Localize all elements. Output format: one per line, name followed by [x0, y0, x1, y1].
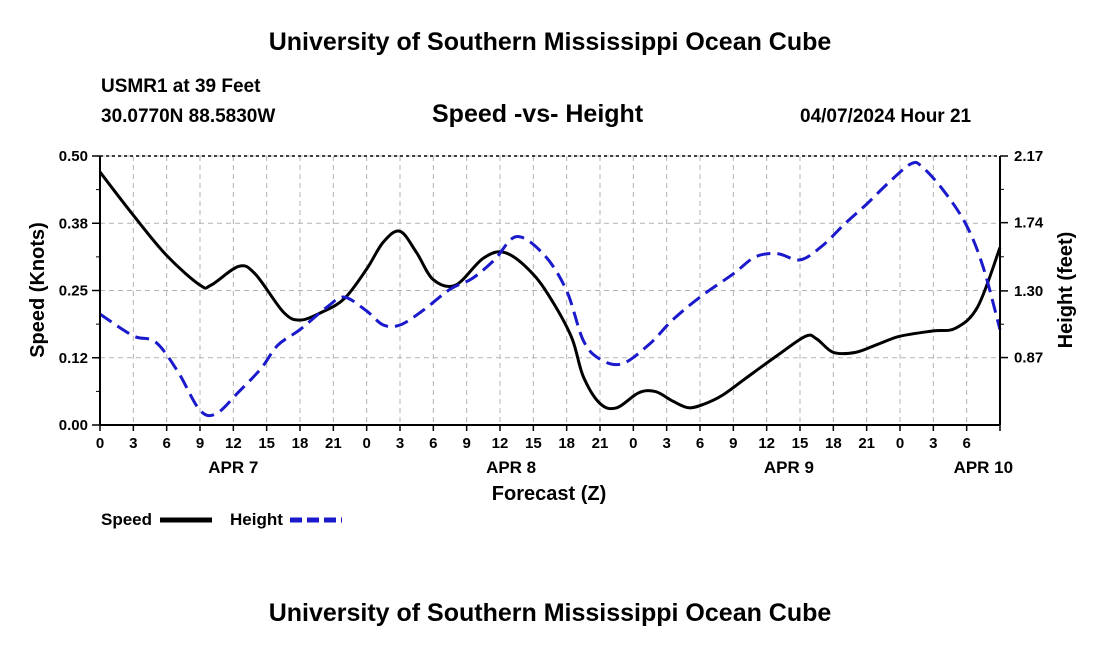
station-coordinates: 30.0770N 88.5830W	[101, 106, 276, 127]
x-tick-label: 0	[896, 435, 904, 452]
series-layer	[98, 160, 1002, 418]
y2-axis-label: Height (feet)	[1055, 232, 1077, 349]
x-tick-label: 9	[729, 435, 737, 452]
chart-title: University of Southern Mississippi Ocean…	[268, 28, 832, 56]
x-tick-label: 6	[696, 435, 704, 452]
legend: Speed Height	[101, 510, 342, 529]
station-name: USMR1 at 39 Feet	[101, 76, 261, 97]
y-tick-label: 0.25	[59, 283, 88, 300]
series-line-speed	[98, 171, 1002, 411]
x-tick-label: 0	[96, 435, 104, 452]
x-tick-label: 21	[592, 435, 609, 452]
y-tick-label: 0.00	[59, 417, 88, 434]
x-tick-label: 3	[662, 435, 670, 452]
x-tick-label: 3	[929, 435, 937, 452]
chart-subtitle: Speed -vs- Height	[432, 100, 644, 128]
x-tick-label: 18	[825, 435, 842, 452]
y2-tick-label: 1.74	[1014, 215, 1044, 232]
x-axis-label: Forecast (Z)	[492, 483, 606, 505]
x-tick-label: 21	[858, 435, 875, 452]
y-tick-label: 0.38	[59, 215, 88, 232]
y2-tick-label: 0.87	[1014, 350, 1043, 367]
axes: 0 3 6 9 12 15 18 21 0 3 6 9 12 15 18 21 0 3 6 9 12 15 18 21 0 3 6 0…	[59, 148, 1044, 477]
date-label: APR 10	[954, 458, 1014, 477]
forecast-datetime: 04/07/2024 Hour 21	[800, 106, 972, 127]
x-tick-label: 6	[962, 435, 970, 452]
y2-tick-label: 1.30	[1014, 283, 1043, 300]
x-tick-label: 15	[525, 435, 542, 452]
date-label: APR 7	[208, 458, 258, 477]
date-label: APR 8	[486, 458, 536, 477]
x-tick-label: 3	[396, 435, 404, 452]
x-tick-label: 3	[129, 435, 137, 452]
legend-height-label: Height	[230, 510, 283, 529]
x-tick-label: 18	[558, 435, 575, 452]
x-tick-label: 15	[258, 435, 275, 452]
x-tick-label: 9	[462, 435, 470, 452]
x-tick-label: 18	[292, 435, 309, 452]
x-tick-label: 15	[792, 435, 809, 452]
x-tick-label: 9	[196, 435, 204, 452]
y-axis-label: Speed (Knots)	[27, 222, 49, 358]
y2-tick-label: 2.17	[1014, 148, 1043, 165]
grid	[99, 155, 1001, 426]
x-tick-label: 12	[225, 435, 242, 452]
x-tick-label: 6	[162, 435, 170, 452]
x-tick-label: 6	[429, 435, 437, 452]
footer-title: University of Southern Mississippi Ocean…	[268, 599, 832, 627]
x-tick-label: 0	[362, 435, 370, 452]
x-tick-label: 21	[325, 435, 342, 452]
legend-speed-label: Speed	[101, 510, 152, 529]
y-tick-label: 0.50	[59, 148, 88, 165]
date-label: APR 9	[764, 458, 814, 477]
y-tick-label: 0.12	[59, 350, 88, 367]
x-tick-label: 12	[492, 435, 509, 452]
x-tick-label: 0	[629, 435, 637, 452]
x-tick-label: 12	[758, 435, 775, 452]
series-line-height	[99, 160, 1002, 418]
